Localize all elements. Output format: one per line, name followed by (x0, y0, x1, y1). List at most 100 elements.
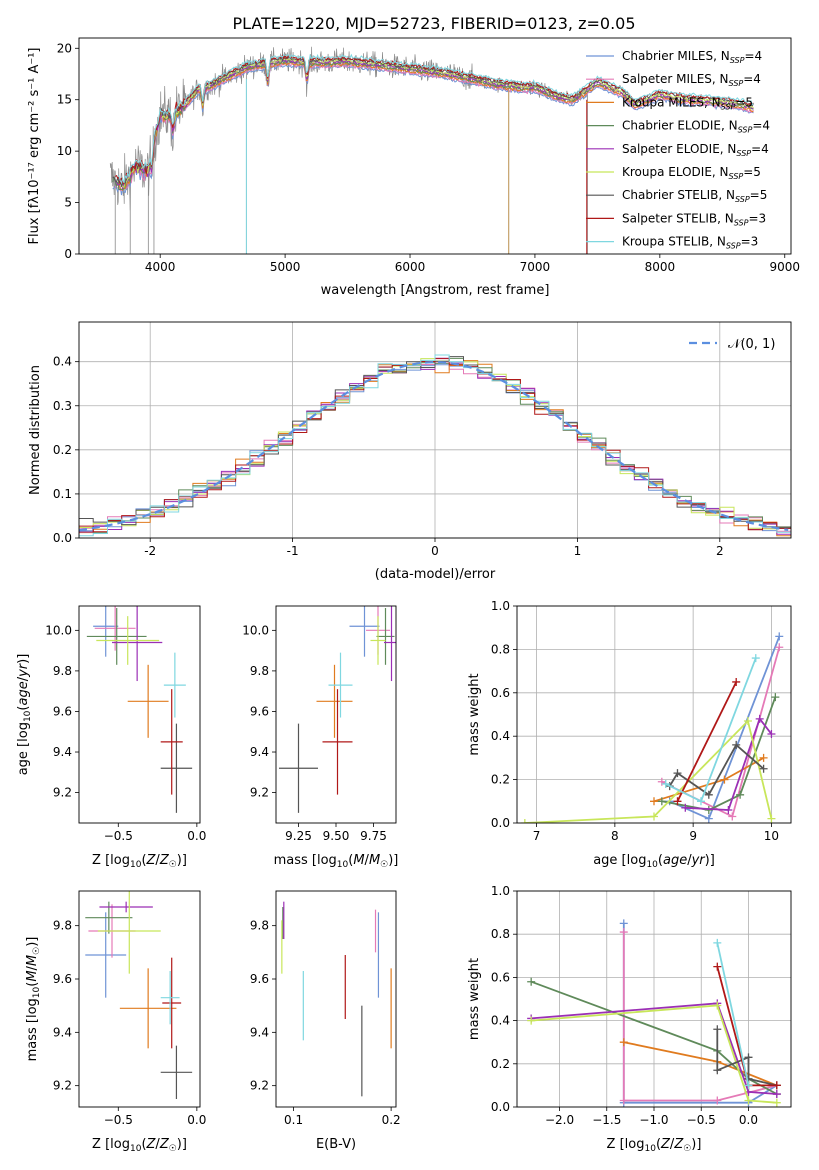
mass-vs-ebv-ytick-label: 9.8 (250, 919, 269, 933)
age-vs-mass-xlabel-part: ( (348, 853, 353, 868)
spectrum-ytick-label: 20 (57, 41, 72, 55)
spectrum-model-line (117, 57, 754, 188)
residuals-ytick-label: 0.0 (53, 531, 72, 545)
weight-marker (650, 797, 658, 806)
spectrum-ytick-label: 5 (64, 196, 72, 210)
weight-marker (661, 779, 670, 788)
residuals-xtick-label: 2 (716, 544, 724, 558)
mass-vs-Z-xtick-label: 0.0 (187, 1113, 206, 1127)
weight-vs-Z-xlabel-part: / (670, 1137, 675, 1152)
age-vs-mass-xlabel-part: 10 (337, 860, 349, 870)
age-vs-Z-ylabel-part: / (16, 676, 31, 681)
age-vs-Z-ytick-label: 10.0 (45, 623, 72, 637)
weight-marker (527, 977, 536, 986)
age-vs-Z-xlabel-part: Z (159, 853, 170, 868)
age-vs-Z-xlabel: Z [log10(Z/Z☉)] (92, 853, 187, 870)
age-vs-mass-ytick-label: 9.4 (250, 745, 269, 759)
legend-label-part: Kroupa ELODIE, N (622, 165, 729, 179)
legend-label-part: Chabrier STELIB, N (622, 188, 735, 202)
spectrum-xtick-label: 8000 (645, 260, 676, 274)
mass-vs-Z-xlabel-part: Z [log (92, 1137, 130, 1152)
residuals-xtick-label: 0 (431, 544, 439, 558)
mass-vs-Z-ylabel-part: ☉ (32, 947, 42, 955)
age-vs-mass-ytick-label: 9.8 (250, 664, 269, 678)
mass-vs-ebv-panel: 0.1 0.2 9.2 9.4 9.6 9.8 E(B-V) (250, 890, 401, 1152)
weight-vs-age-ytick-label: 1.0 (491, 599, 510, 613)
weight-marker (772, 1098, 781, 1107)
weight-vs-age-ytick-label: 0.6 (491, 686, 510, 700)
age-vs-mass-ytick-label: 10.0 (242, 623, 269, 637)
weight-vs-Z-xlabel-part: 10 (644, 1144, 656, 1154)
weight-marker (743, 717, 752, 726)
spectrum-ytick-label: 15 (57, 93, 72, 107)
weight-marker (650, 812, 658, 821)
weight-marker (619, 928, 628, 937)
weight-vs-Z-ytick-label: 0.6 (491, 970, 510, 984)
residuals-ytick-label: 0.2 (53, 443, 72, 457)
mass-vs-Z-xlabel-part: Z (146, 1137, 157, 1152)
weight-vs-Z-xlabel-part: Z (660, 1137, 671, 1152)
weight-vs-age-xtick-label: 9 (689, 829, 697, 843)
mass-vs-Z-ylabel-part: 10 (32, 986, 42, 998)
weight-marker (713, 1066, 722, 1075)
figure-title: PLATE=1220, MJD=52723, FIBERID=0123, z=0… (232, 14, 635, 33)
weight-marker (527, 1016, 536, 1025)
mass-vs-Z-ytick-label: 9.4 (53, 1025, 72, 1039)
mass-vs-ebv-ytick-label: 9.2 (250, 1079, 269, 1093)
weight-marker (772, 1081, 781, 1090)
spectrum-xtick-label: 5000 (270, 260, 301, 274)
residuals-ytick-label: 0.3 (53, 399, 72, 413)
mass-vs-Z-ytick-label: 9.8 (53, 919, 72, 933)
legend-label: Salpeter MILES, NSSP=4 (622, 72, 761, 88)
legend-label-part: =4 (752, 119, 770, 133)
legend-label-part: Salpeter MILES, N (622, 72, 729, 86)
spectrum-xtick-label: 7000 (520, 260, 551, 274)
weight-marker (619, 919, 628, 928)
weight-marker (713, 962, 722, 971)
weight-marker (713, 1096, 722, 1105)
weight-vs-age-ytick-label: 0.8 (491, 642, 510, 656)
mass-vs-Z-xlabel-part: ☉ (169, 1144, 177, 1154)
mass-vs-ebv-xlabel-part: E(B-V) (316, 1137, 356, 1152)
legend-label-part: =5 (743, 165, 761, 179)
mass-vs-ebv-plot-area (281, 901, 392, 1097)
legend-label-part: Chabrier ELODIE, N (622, 119, 738, 133)
legend-label-part: Chabrier MILES, N (622, 49, 730, 63)
mass-vs-Z-ylabel-part: / (25, 965, 40, 970)
weight-vs-age-xlabel-part: age [log (593, 853, 646, 868)
residuals-ytick-label: 0.1 (53, 487, 72, 501)
weight-line (531, 1004, 777, 1104)
legend-label-part: =5 (735, 95, 753, 109)
mass-vs-Z-xlabel: Z [log10(Z/Z☉)] (92, 1137, 187, 1154)
mass-vs-Z-ytick-label: 9.6 (53, 972, 72, 986)
spectrum-panel: 4000 5000 6000 7000 8000 9000 0 5 10 15 20 Chabrier… (27, 37, 800, 298)
weight-marker (681, 803, 690, 812)
normal-curve (79, 360, 789, 532)
weight-marker (759, 764, 768, 773)
weight-vs-age-xlabel-part: / (687, 853, 692, 868)
residuals-ylabel: Normed distribution (28, 365, 43, 495)
weight-marker (767, 814, 776, 823)
legend-label-part: SSP (736, 149, 751, 158)
spectrum-model-line (117, 53, 754, 184)
weight-vs-age-frame (516, 605, 792, 824)
mass-vs-ebv-ytick-label: 9.4 (250, 1025, 269, 1039)
legend-label: Chabrier ELODIE, NSSP=4 (622, 119, 770, 135)
age-vs-Z-xlabel-part: / (155, 853, 160, 868)
age-vs-mass-xlabel-part: M (353, 853, 364, 868)
legend-label-part: SSP (726, 242, 741, 251)
weight-vs-age-xlabel-part: yr (691, 853, 707, 868)
weight-line (530, 980, 778, 1095)
age-vs-Z-plot-area (86, 606, 193, 813)
mass-vs-Z-ylabel-part: M (25, 955, 40, 966)
mass-vs-ebv-xlabel: E(B-V) (316, 1137, 356, 1152)
legend-label: Chabrier STELIB, NSSP=5 (622, 188, 767, 204)
spectrum-ylabel: Flux [fλ10⁻¹⁷ erg cm⁻² s⁻¹ A⁻¹] (27, 48, 42, 245)
age-vs-mass-xtick-label: 9.50 (323, 829, 350, 843)
age-vs-mass-xlabel-part: ☉ (380, 860, 388, 870)
weight-vs-age-plot-area (520, 632, 784, 823)
mass-vs-Z-xtick-label: −0.5 (104, 1113, 133, 1127)
mass-vs-Z-xlabel-part: / (155, 1137, 160, 1152)
